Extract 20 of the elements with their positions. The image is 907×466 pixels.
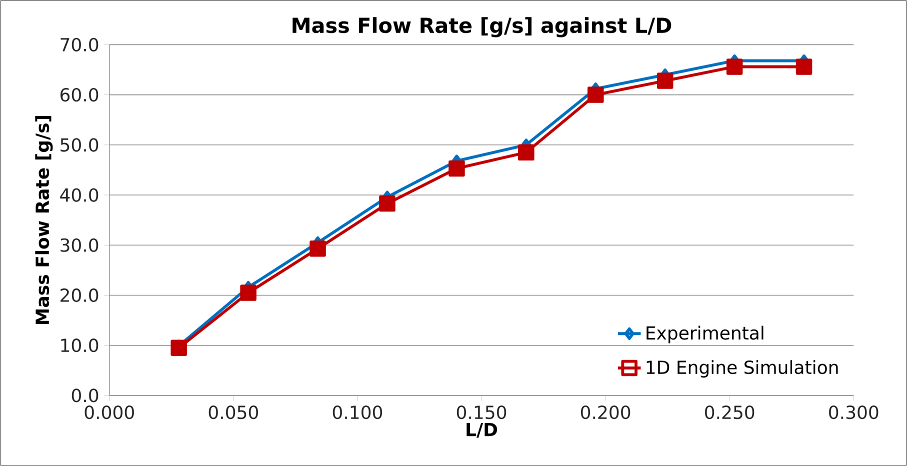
x-tick-label: 0.000 [84,405,134,420]
y-tick-label: 60.0 [60,88,98,102]
y-tick-label: 70.0 [60,38,98,52]
x-tick-label: 0.200 [580,405,630,420]
x-tick-label: 0.150 [456,405,506,420]
x-axis-title: L/D [466,422,498,438]
x-tick-label: 0.300 [829,405,878,420]
x-tick-label: 0.050 [208,405,258,420]
y-tick-label: 10.0 [61,338,98,352]
y-tick-label: 0.0 [72,388,98,402]
y-tick-label: 40.0 [60,188,98,202]
legend-label: 1D Engine Simulation [646,360,838,378]
legend-label: Experimental [646,326,764,344]
y-tick-label: 30.0 [60,238,98,252]
x-tick-label: 0.250 [705,405,754,420]
x-tick-label: 0.100 [332,405,382,420]
y-tick-label: 20.0 [60,288,98,302]
chart-title: Mass Flow Rate [g/s] against L/D [292,17,672,38]
y-tick-label: 50.0 [60,138,98,152]
y-axis-title: Mass Flow Rate [g/s] [35,116,53,324]
